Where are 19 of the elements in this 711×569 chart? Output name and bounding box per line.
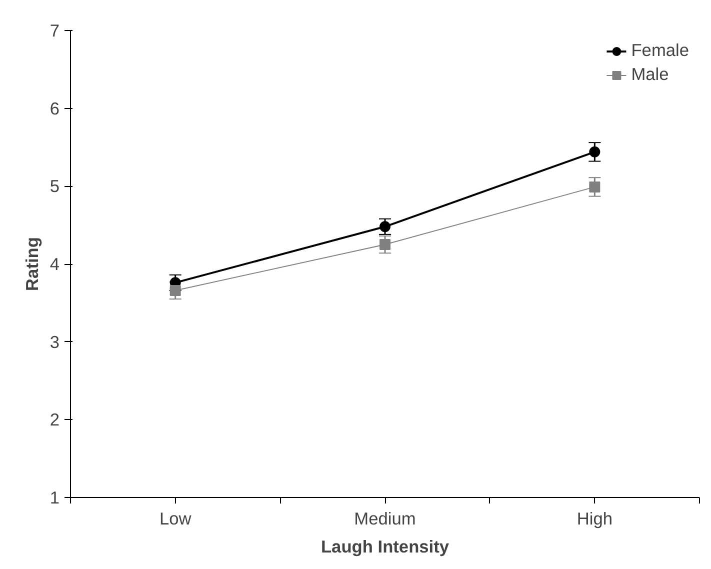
y-tick-label: 6: [50, 98, 60, 118]
point: [589, 146, 600, 158]
point: [380, 239, 390, 250]
x-tick-label: High: [576, 508, 612, 528]
point: [170, 284, 181, 296]
legend-label: Female: [631, 40, 689, 61]
y-tick-label: 1: [50, 488, 60, 508]
legend-label: Male: [631, 64, 669, 85]
point: [380, 221, 390, 232]
point: [589, 181, 600, 192]
y-tick-label: 2: [50, 410, 60, 430]
x-tick-label: Medium: [354, 508, 416, 528]
y-axis-title: Rating: [22, 237, 42, 291]
y-tick-label: 5: [50, 176, 60, 196]
y-tick-label: 3: [50, 332, 60, 352]
y-tick-label: 7: [50, 20, 60, 40]
y-tick-label: 4: [50, 254, 60, 274]
x-tick-label: Low: [159, 508, 192, 528]
x-axis-title: Laugh Intensity: [320, 536, 450, 556]
